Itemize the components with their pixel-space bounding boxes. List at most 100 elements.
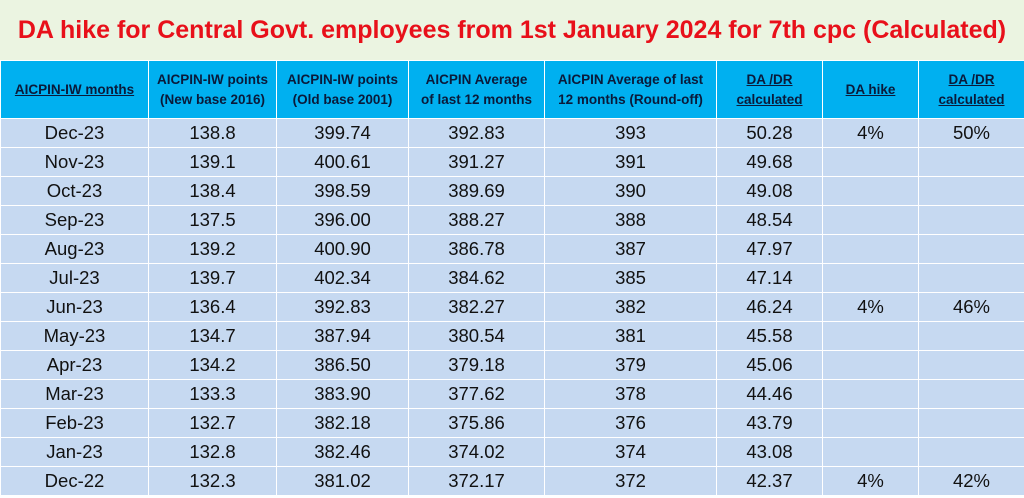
table-cell: 377.62	[408, 379, 545, 409]
table-row: Oct-23 138.4 398.59 389.69 390 49.08	[0, 176, 1024, 206]
table-cell: 396.00	[276, 205, 409, 235]
table-cell: 378	[544, 379, 717, 409]
table-cell	[822, 321, 919, 351]
table-cell: 132.7	[148, 408, 277, 438]
table-cell	[822, 379, 919, 409]
table-cell: Oct-23	[0, 176, 149, 206]
table-cell: 399.74	[276, 118, 409, 148]
table-cell	[918, 379, 1024, 409]
table-cell: 379.18	[408, 350, 545, 380]
da-table: AICPIN-IW months AICPIN-IW points (New bas…	[0, 60, 1024, 496]
table-cell: Aug-23	[0, 234, 149, 264]
table-cell: Apr-23	[0, 350, 149, 380]
header-line: of last 12 months	[420, 91, 533, 107]
table-row: Dec-23 138.8 399.74 392.83 393 50.28 4% 50%	[0, 118, 1024, 148]
table-cell: 43.79	[716, 408, 823, 438]
table-cell: 45.06	[716, 350, 823, 380]
table-cell: 381	[544, 321, 717, 351]
table-cell: 379	[544, 350, 717, 380]
table-cell: 50%	[918, 118, 1024, 148]
table-cell	[822, 350, 919, 380]
table-row: May-23 134.7 387.94 380.54 381 45.58	[0, 321, 1024, 351]
table-row: Feb-23 132.7 382.18 375.86 376 43.79	[0, 408, 1024, 438]
table-cell: 137.5	[148, 205, 277, 235]
table-cell: 385	[544, 263, 717, 293]
table-cell: 375.86	[408, 408, 545, 438]
table-cell: 389.69	[408, 176, 545, 206]
header-line: DA /DR	[948, 71, 995, 87]
table-cell	[918, 263, 1024, 293]
header-line: AICPIN-IW points	[287, 71, 398, 87]
table-cell: 386.50	[276, 350, 409, 380]
table-cell: 4%	[822, 292, 919, 322]
header-line: AICPIN-IW points	[157, 71, 268, 87]
header-line: AICPIN-IW months	[14, 81, 135, 97]
header-line: DA /DR	[746, 71, 793, 87]
table-cell: 400.61	[276, 147, 409, 177]
header-line: AICPIN Average	[425, 71, 528, 87]
table-cell: 132.8	[148, 437, 277, 467]
table-row: Jun-23 136.4 392.83 382.27 382 46.24 4% 46%	[0, 292, 1024, 322]
table-cell	[918, 350, 1024, 380]
table-row: Jan-23 132.8 382.46 374.02 374 43.08	[0, 437, 1024, 467]
table-cell: Jul-23	[0, 263, 149, 293]
table-cell: 384.62	[408, 263, 545, 293]
header-line: 12 months (Round-off)	[558, 91, 703, 107]
table-cell: 49.08	[716, 176, 823, 206]
header-line: DA hike	[845, 81, 896, 97]
table-cell: 372	[544, 466, 717, 496]
table-cell: 391	[544, 147, 717, 177]
table-row: Dec-22 132.3 381.02 372.17 372 42.37 4% 42%	[0, 466, 1024, 496]
table-cell: 382.27	[408, 292, 545, 322]
header-line: calculated	[736, 91, 803, 107]
table-row: Nov-23 139.1 400.61 391.27 391 49.68	[0, 147, 1024, 177]
header-row: AICPIN-IW months AICPIN-IW points (New bas…	[0, 60, 1024, 119]
table-cell: Feb-23	[0, 408, 149, 438]
header-line: (New base 2016)	[159, 91, 266, 107]
table-cell	[918, 321, 1024, 351]
table-cell: 139.1	[148, 147, 277, 177]
table-cell	[822, 263, 919, 293]
table-cell: 44.46	[716, 379, 823, 409]
column-header: AICPIN-IW months	[0, 60, 149, 119]
table-cell: Dec-23	[0, 118, 149, 148]
table-cell	[822, 176, 919, 206]
table-cell: 392.83	[408, 118, 545, 148]
table-cell: 46.24	[716, 292, 823, 322]
table-cell: 387.94	[276, 321, 409, 351]
table-cell	[918, 176, 1024, 206]
table-body: Dec-23 138.8 399.74 392.83 393 50.28 4% 50% Nov-…	[0, 118, 1024, 496]
table-cell: 374	[544, 437, 717, 467]
table-row: Jul-23 139.7 402.34 384.62 385 47.14	[0, 263, 1024, 293]
table-cell: 391.27	[408, 147, 545, 177]
table-cell	[918, 437, 1024, 467]
table-cell: 136.4	[148, 292, 277, 322]
table-cell: 388	[544, 205, 717, 235]
column-header: DA hike	[822, 60, 919, 119]
table-row: Aug-23 139.2 400.90 386.78 387 47.97	[0, 234, 1024, 264]
table-cell	[822, 147, 919, 177]
table-cell	[918, 234, 1024, 264]
table-cell: 138.8	[148, 118, 277, 148]
table-cell: 50.28	[716, 118, 823, 148]
table-cell: 133.3	[148, 379, 277, 409]
column-header: AICPIN-IW points (Old base 2001)	[276, 60, 409, 119]
table-cell: 390	[544, 176, 717, 206]
table-cell: 402.34	[276, 263, 409, 293]
table-cell: 376	[544, 408, 717, 438]
table-cell: 380.54	[408, 321, 545, 351]
table-cell: 139.2	[148, 234, 277, 264]
table-cell	[822, 234, 919, 264]
table-cell	[918, 408, 1024, 438]
table-row: Mar-23 133.3 383.90 377.62 378 44.46	[0, 379, 1024, 409]
table-cell: Jun-23	[0, 292, 149, 322]
table-cell: 4%	[822, 118, 919, 148]
table-cell: 386.78	[408, 234, 545, 264]
table-cell: 400.90	[276, 234, 409, 264]
column-header: DA /DR calculated	[716, 60, 823, 119]
table-cell: 139.7	[148, 263, 277, 293]
table-cell: Dec-22	[0, 466, 149, 496]
table-cell	[918, 147, 1024, 177]
table-cell: Jan-23	[0, 437, 149, 467]
